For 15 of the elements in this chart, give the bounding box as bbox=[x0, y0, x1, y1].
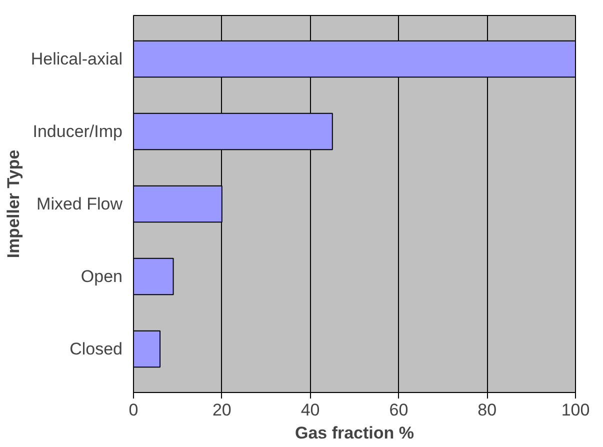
x-tick-label: 20 bbox=[212, 400, 232, 420]
x-tick-label: 40 bbox=[300, 400, 320, 420]
x-tick-label: 80 bbox=[478, 400, 497, 420]
y-tick-label: Helical-axial bbox=[30, 50, 122, 68]
y-tick-label: Mixed Flow bbox=[36, 194, 124, 214]
x-tick-label: 0 bbox=[128, 400, 138, 420]
y-tick-label: Open bbox=[80, 267, 123, 286]
x-axis-title: Gas fraction % bbox=[294, 424, 414, 442]
bar bbox=[134, 330, 161, 368]
bar bbox=[134, 258, 174, 296]
y-axis-title: Impeller Type bbox=[4, 150, 23, 258]
x-tick-label: 60 bbox=[389, 400, 408, 420]
y-tick-label: Inducer/Imp bbox=[32, 122, 122, 141]
y-tick-label: Closed bbox=[70, 340, 123, 358]
x-tick-label: 100 bbox=[561, 400, 590, 420]
